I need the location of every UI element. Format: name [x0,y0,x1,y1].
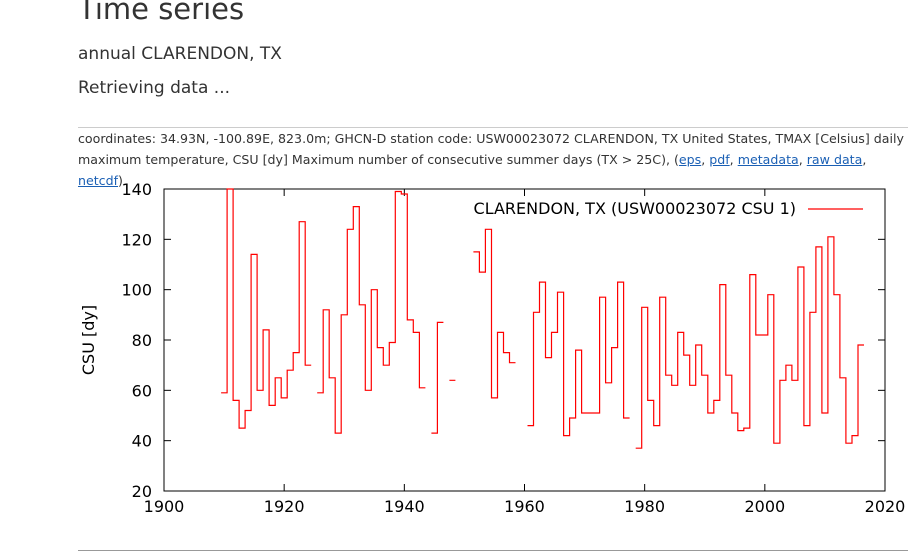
y-tick-label: 120 [121,230,152,249]
pdf-link[interactable]: pdf [709,152,730,167]
x-tick-label: 1940 [384,497,425,516]
x-tick-label: 1900 [144,497,185,516]
y-tick-label: 140 [121,180,152,199]
series-line [221,188,864,449]
link-separator: , [729,152,738,167]
y-tick-label: 40 [132,432,152,451]
y-tick-label: 60 [132,381,152,400]
legend-label: CLARENDON, TX (USW00023072 CSU 1) [474,199,796,218]
x-tick-label: 2000 [744,497,785,516]
divider-top [78,127,908,128]
link-separator: , [862,152,867,167]
raw-data-link[interactable]: raw data [806,152,863,167]
netcdf-link[interactable]: netcdf [78,173,119,188]
metadata-link[interactable]: metadata [737,152,799,167]
time-series-chart: 1900 1920 1940 1960 1980 2000 2020204060801001… [79,180,906,516]
plot-frame [163,188,886,492]
link-separator: , [701,152,710,167]
x-tick-label: 1920 [264,497,305,516]
y-tick-label: 80 [132,331,152,350]
x-tick-label: 1980 [624,497,665,516]
x-tick-label: 1960 [504,497,545,516]
y-tick-label: 20 [132,482,152,501]
page-title: Time series [78,0,245,26]
x-tick-label: 2020 [865,497,906,516]
link-separator: , [798,152,807,167]
divider-bottom [78,550,908,551]
y-tick-label: 100 [121,281,152,300]
description-closing: ) [118,173,123,188]
y-axis-label: CSU [dy] [79,305,98,375]
description-text: coordinates: 34.93N, -100.89E, 823.0m; G… [78,131,904,167]
eps-link[interactable]: eps [678,152,702,167]
loading-status: Retrieving data ... [78,78,231,98]
station-subtitle: annual CLARENDON, TX [78,44,282,64]
dataset-description: coordinates: 34.93N, -100.89E, 823.0m; G… [78,128,908,191]
